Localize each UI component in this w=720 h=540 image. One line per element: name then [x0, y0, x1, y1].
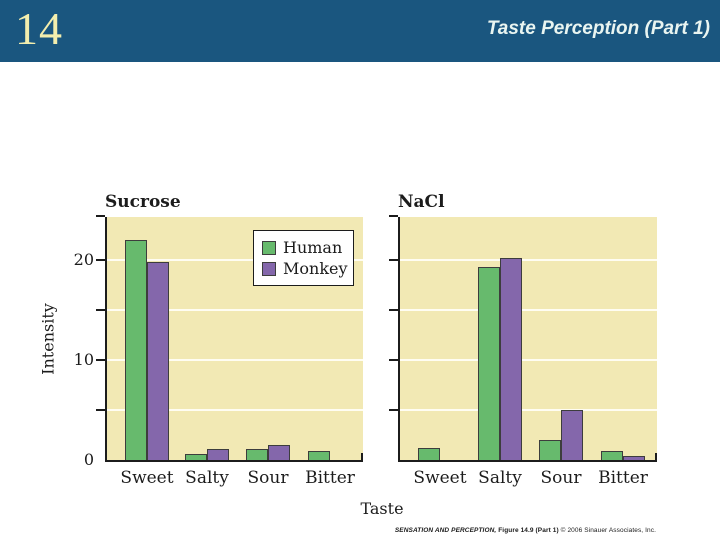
plot-nacl: Sweet Salty Sour Bitter	[389, 215, 657, 488]
credit-book-title: SENSATION AND PERCEPTION,	[394, 527, 497, 534]
x-axis-end-cap	[361, 453, 363, 460]
human-bar	[125, 240, 147, 460]
x-tick-label: Salty	[478, 468, 522, 488]
y-tick	[96, 409, 105, 411]
x-tick-label: Bitter	[598, 468, 648, 488]
y-tick	[389, 309, 398, 311]
human-bar	[246, 449, 268, 460]
x-axis-end-cap	[655, 453, 657, 460]
gridline	[400, 409, 657, 411]
monkey-bar	[500, 258, 522, 460]
y-tick-label: 10	[73, 350, 94, 369]
x-axis-title: Taste	[360, 499, 404, 518]
taste-perception-figure: Sucrose NaCl 0 10 20 Sweet Salty Sour Bitter S…	[0, 62, 720, 540]
legend-row-human: Human	[262, 237, 353, 258]
slide-number: 14	[15, 3, 63, 54]
legend-row-monkey: Monkey	[262, 258, 353, 279]
y-tick	[96, 309, 105, 311]
panel-title-nacl: NaCl	[398, 192, 445, 212]
gridline	[400, 309, 657, 311]
figure-credit: SENSATION AND PERCEPTION, Figure 14.9 (P…	[395, 527, 656, 534]
human-bar	[478, 267, 500, 460]
human-swatch-icon	[262, 240, 276, 255]
x-tick-label: Sour	[247, 468, 289, 488]
y-tick	[389, 259, 398, 261]
y-tick	[389, 409, 398, 411]
legend-label-monkey: Monkey	[283, 258, 348, 278]
x-tick-label: Bitter	[305, 468, 355, 488]
y-axis-title: Intensity	[38, 303, 58, 375]
slide-header: 14 Taste Perception (Part 1)	[0, 0, 720, 62]
monkey-bar	[147, 262, 169, 460]
panel-title-sucrose: Sucrose	[105, 192, 181, 212]
monkey-bar	[268, 445, 290, 460]
y-tick	[96, 359, 105, 361]
gridline	[107, 359, 363, 361]
legend-label-human: Human	[283, 237, 343, 257]
x-tick-label: Sweet	[120, 468, 174, 488]
y-axis-top-cap	[96, 215, 105, 217]
monkey-bar	[623, 456, 645, 460]
gridline	[107, 309, 363, 311]
human-bar	[539, 440, 561, 460]
x-tick-label: Sour	[540, 468, 582, 488]
human-bar	[601, 451, 623, 460]
monkey-swatch-icon	[262, 261, 276, 276]
gridline	[107, 409, 363, 411]
monkey-bar	[207, 449, 229, 460]
human-bar	[185, 454, 207, 460]
credit-figure-number: Figure 14.9 (Part 1)	[496, 527, 561, 534]
human-bar	[418, 448, 440, 460]
monkey-bar	[561, 410, 583, 460]
x-tick-label: Salty	[185, 468, 229, 488]
y-tick	[389, 359, 398, 361]
human-bar	[308, 451, 330, 460]
y-tick-label: 0	[83, 450, 94, 469]
y-tick-label: 20	[73, 250, 94, 269]
y-axis-top-cap	[389, 215, 398, 217]
gridline	[400, 359, 657, 361]
x-tick-label: Sweet	[413, 468, 467, 488]
y-tick	[96, 259, 105, 261]
credit-copyright: © 2006 Sinauer Associates, Inc.	[560, 527, 656, 534]
legend: Human Monkey	[253, 230, 354, 286]
gridline	[107, 259, 363, 261]
slide-title: Taste Perception (Part 1)	[486, 18, 710, 39]
gridline	[400, 259, 657, 261]
